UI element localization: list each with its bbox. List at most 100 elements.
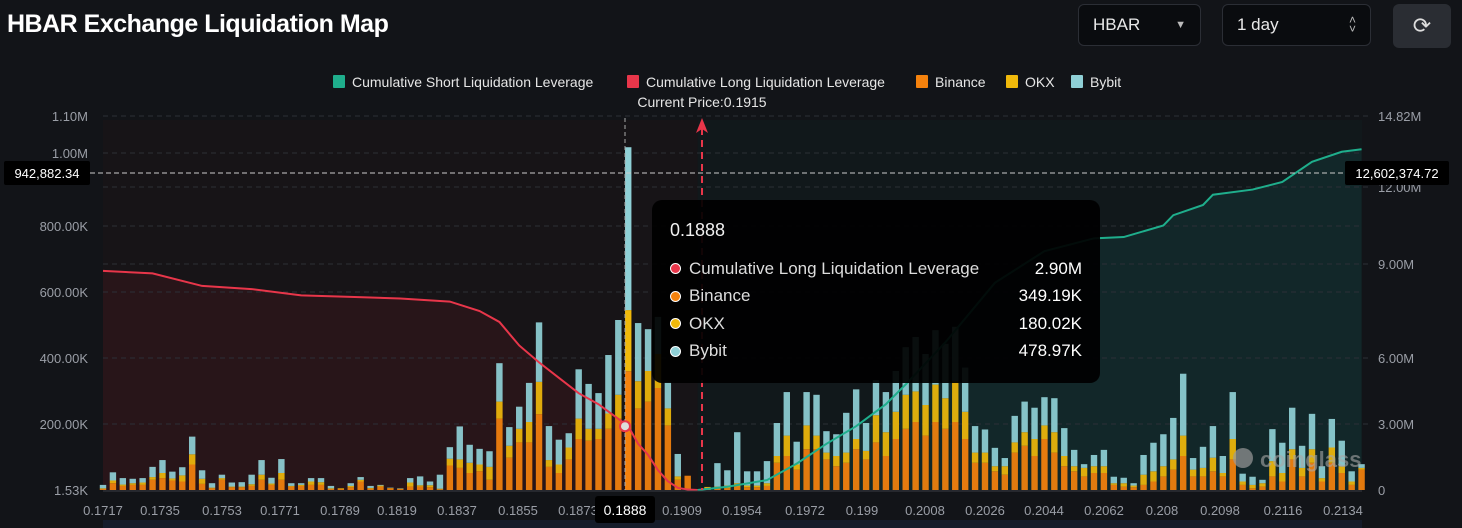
symbol-select[interactable]: HBAR ▼	[1078, 4, 1201, 46]
bar-okx	[456, 459, 463, 468]
bar-okx	[248, 484, 255, 486]
bar-bybit	[1080, 464, 1088, 468]
bar-bybit	[496, 363, 503, 402]
bar-okx	[179, 475, 186, 482]
bar-okx	[565, 447, 572, 460]
bar-bybit	[565, 433, 572, 448]
bar-okx	[426, 485, 434, 488]
bar-binance	[198, 483, 206, 490]
bar-okx	[1031, 439, 1038, 456]
bar-okx	[1170, 459, 1177, 470]
bar-binance	[268, 484, 275, 490]
bar-bybit	[555, 439, 563, 465]
bar-bybit	[436, 474, 444, 489]
bar-okx	[119, 484, 127, 486]
refresh-button[interactable]: ⟳	[1393, 4, 1451, 48]
bar-binance	[387, 488, 394, 490]
bar-binance	[615, 418, 622, 490]
bar-binance	[1289, 459, 1296, 490]
bar-binance	[1090, 473, 1098, 490]
bar-binance	[1328, 462, 1336, 490]
bar-okx	[1041, 425, 1048, 439]
data-zoom-slider[interactable]	[103, 520, 1362, 528]
symbol-select-value: HBAR	[1093, 15, 1141, 34]
bar-bybit	[1051, 398, 1058, 433]
bar-binance	[367, 488, 374, 490]
bar-bybit	[1289, 407, 1296, 450]
bar-okx	[535, 381, 543, 415]
bar-binance	[1209, 471, 1217, 490]
legend-item-binance: Binance	[935, 74, 986, 90]
bar-binance	[1011, 452, 1018, 490]
bar-binance	[218, 479, 226, 490]
bar-binance	[1338, 473, 1345, 490]
bar-binance	[1179, 456, 1187, 490]
bar-okx	[1279, 473, 1286, 482]
bar-binance	[555, 473, 563, 490]
bar-bybit	[1140, 454, 1147, 475]
range-select[interactable]: 1 day ˄ ˅	[1222, 4, 1371, 46]
y-left-tick-label: 1.10M	[52, 109, 88, 124]
bar-binance	[634, 408, 642, 490]
bar-binance	[644, 401, 652, 490]
tooltip-row: Cumulative Long Liquidation Leverage 2.90…	[670, 255, 1082, 283]
bar-okx	[555, 464, 563, 473]
bar-bybit	[1358, 464, 1365, 468]
bar-okx	[1348, 481, 1355, 485]
bar-okx	[952, 381, 959, 422]
x-tick-label: 0.1837	[437, 503, 477, 518]
bar-okx	[922, 405, 929, 436]
bar-okx	[1259, 483, 1266, 487]
bar-bybit	[535, 322, 543, 382]
bar-binance	[119, 485, 127, 490]
hover-point	[619, 420, 631, 433]
bar-bybit	[991, 447, 999, 467]
bar-okx	[367, 487, 374, 489]
bar-bybit	[664, 381, 672, 409]
bar-binance	[684, 475, 691, 490]
bar-bybit	[852, 389, 860, 439]
bar-okx	[466, 462, 473, 473]
bar-okx	[902, 394, 909, 429]
bar-bybit	[743, 471, 751, 486]
bar-binance	[734, 486, 741, 490]
bar-binance	[1239, 484, 1246, 490]
bar-okx	[971, 452, 979, 463]
bar-okx	[872, 415, 880, 443]
bar-okx	[99, 488, 107, 489]
legend-item-okx: OKX	[1025, 74, 1055, 90]
bar-okx	[1249, 484, 1256, 489]
legend: Cumulative Short Liquidation Leverage Cum…	[333, 74, 1121, 90]
x-tick-label: 0.1819	[377, 503, 417, 518]
legend-item-long_cum: Cumulative Long Liquidation Leverage	[646, 74, 885, 90]
bar-binance	[397, 488, 404, 490]
bar-okx	[1179, 435, 1187, 456]
x-tick-label: 0.2134	[1323, 503, 1363, 518]
bar-okx	[1199, 467, 1207, 477]
bar-bybit	[1199, 446, 1207, 468]
bar-bybit	[377, 484, 384, 486]
bar-okx	[1358, 467, 1365, 470]
bar-okx	[1239, 481, 1246, 485]
bar-okx	[664, 408, 672, 426]
bar-bybit	[674, 453, 681, 477]
bar-binance	[496, 418, 503, 490]
bar-binance	[1269, 476, 1276, 490]
bar-bybit	[367, 485, 374, 488]
bar-okx	[525, 422, 533, 443]
tooltip-row-label: Cumulative Long Liquidation Leverage	[689, 258, 980, 278]
x-tick-label: 0.1954	[722, 503, 762, 518]
bar-okx	[674, 476, 681, 480]
series-dot-icon	[670, 263, 681, 275]
bar-binance	[654, 388, 662, 490]
bar-bybit	[1229, 392, 1236, 439]
bar-binance	[1160, 476, 1167, 490]
bar-bybit	[426, 481, 434, 486]
bar-bybit	[149, 466, 156, 478]
bar-bybit	[1120, 477, 1127, 484]
bar-bybit	[1219, 456, 1227, 473]
bar-okx	[496, 401, 503, 419]
bar-bybit	[773, 423, 781, 456]
bar-okx	[139, 482, 146, 485]
tooltip-row-value: 2.90M	[1034, 258, 1082, 278]
